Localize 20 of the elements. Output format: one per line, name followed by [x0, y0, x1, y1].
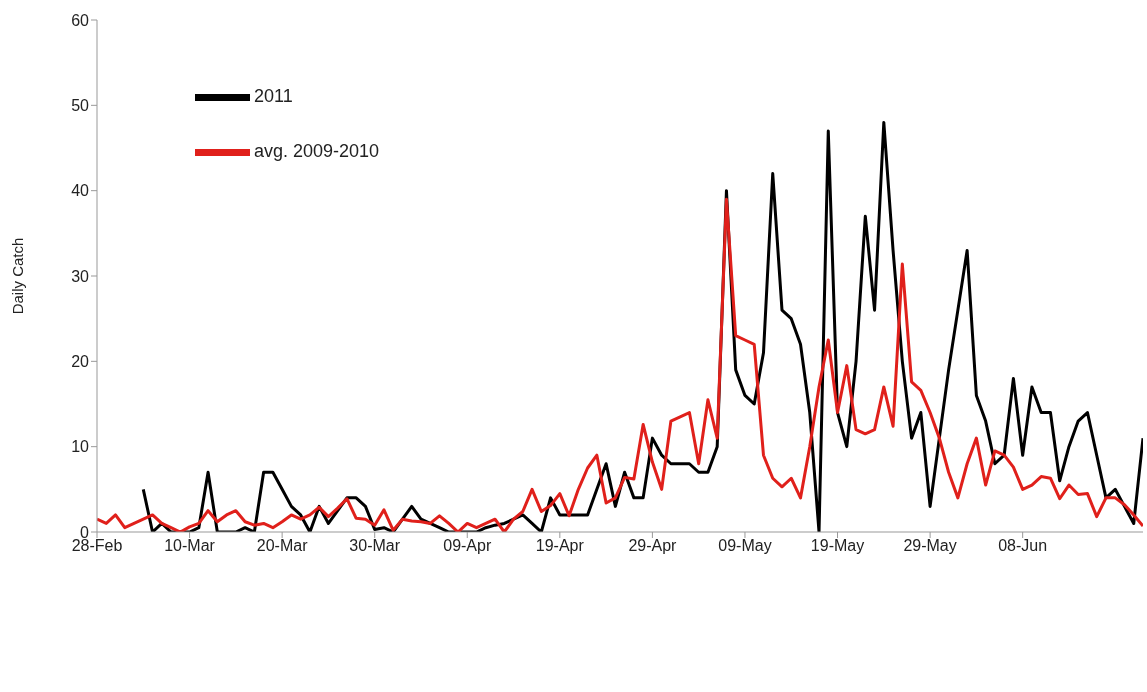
- x-tick-label: 28-Feb: [71, 537, 123, 555]
- y-axis-title: Daily Catch: [9, 237, 27, 315]
- x-tick-label: 09-Apr: [443, 537, 492, 555]
- x-tick-label: 10-Mar: [164, 537, 216, 555]
- y-tick-label: 60: [71, 11, 90, 29]
- x-tick-label: 30-Mar: [349, 537, 401, 555]
- y-tick-label: 10: [71, 438, 90, 456]
- x-tick-label: 29-Apr: [628, 537, 678, 555]
- x-tick-label: 09-May: [718, 537, 772, 555]
- x-tick-label: 08-Jun: [998, 537, 1048, 555]
- x-tick-label: 20-Mar: [256, 537, 309, 555]
- x-tick-label: 29-May: [903, 537, 957, 555]
- y-tick-label: 50: [71, 97, 90, 115]
- legend-label: 2011: [254, 85, 293, 106]
- y-tick-label: 20: [71, 353, 90, 371]
- y-tick-label: 40: [71, 182, 90, 200]
- x-tick-label: 19-Apr: [535, 537, 585, 555]
- y-tick-label: 30: [71, 267, 90, 285]
- legend-label: avg. 2009-2010: [254, 140, 380, 161]
- x-tick-label: 19-May: [810, 537, 865, 555]
